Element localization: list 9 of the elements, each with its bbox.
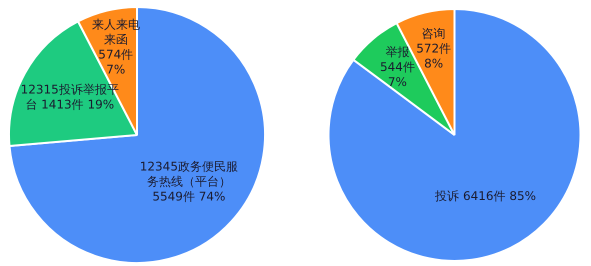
slice-label: 举报 (385, 44, 410, 59)
data-label: 5549件 74% (152, 190, 226, 204)
slice-label: 12345政务便民服务热线（平台） (140, 160, 238, 189)
data-label: 544件 7% (380, 60, 415, 89)
slice-label: 投诉 6416件 85% (434, 189, 536, 204)
data-label: 572件 8% (416, 41, 452, 70)
slice-label: 12315投诉举报平台 1413件 19% (20, 82, 119, 112)
slice-label: 咨询 (422, 26, 446, 40)
data-label: 574件 7% (98, 48, 134, 77)
